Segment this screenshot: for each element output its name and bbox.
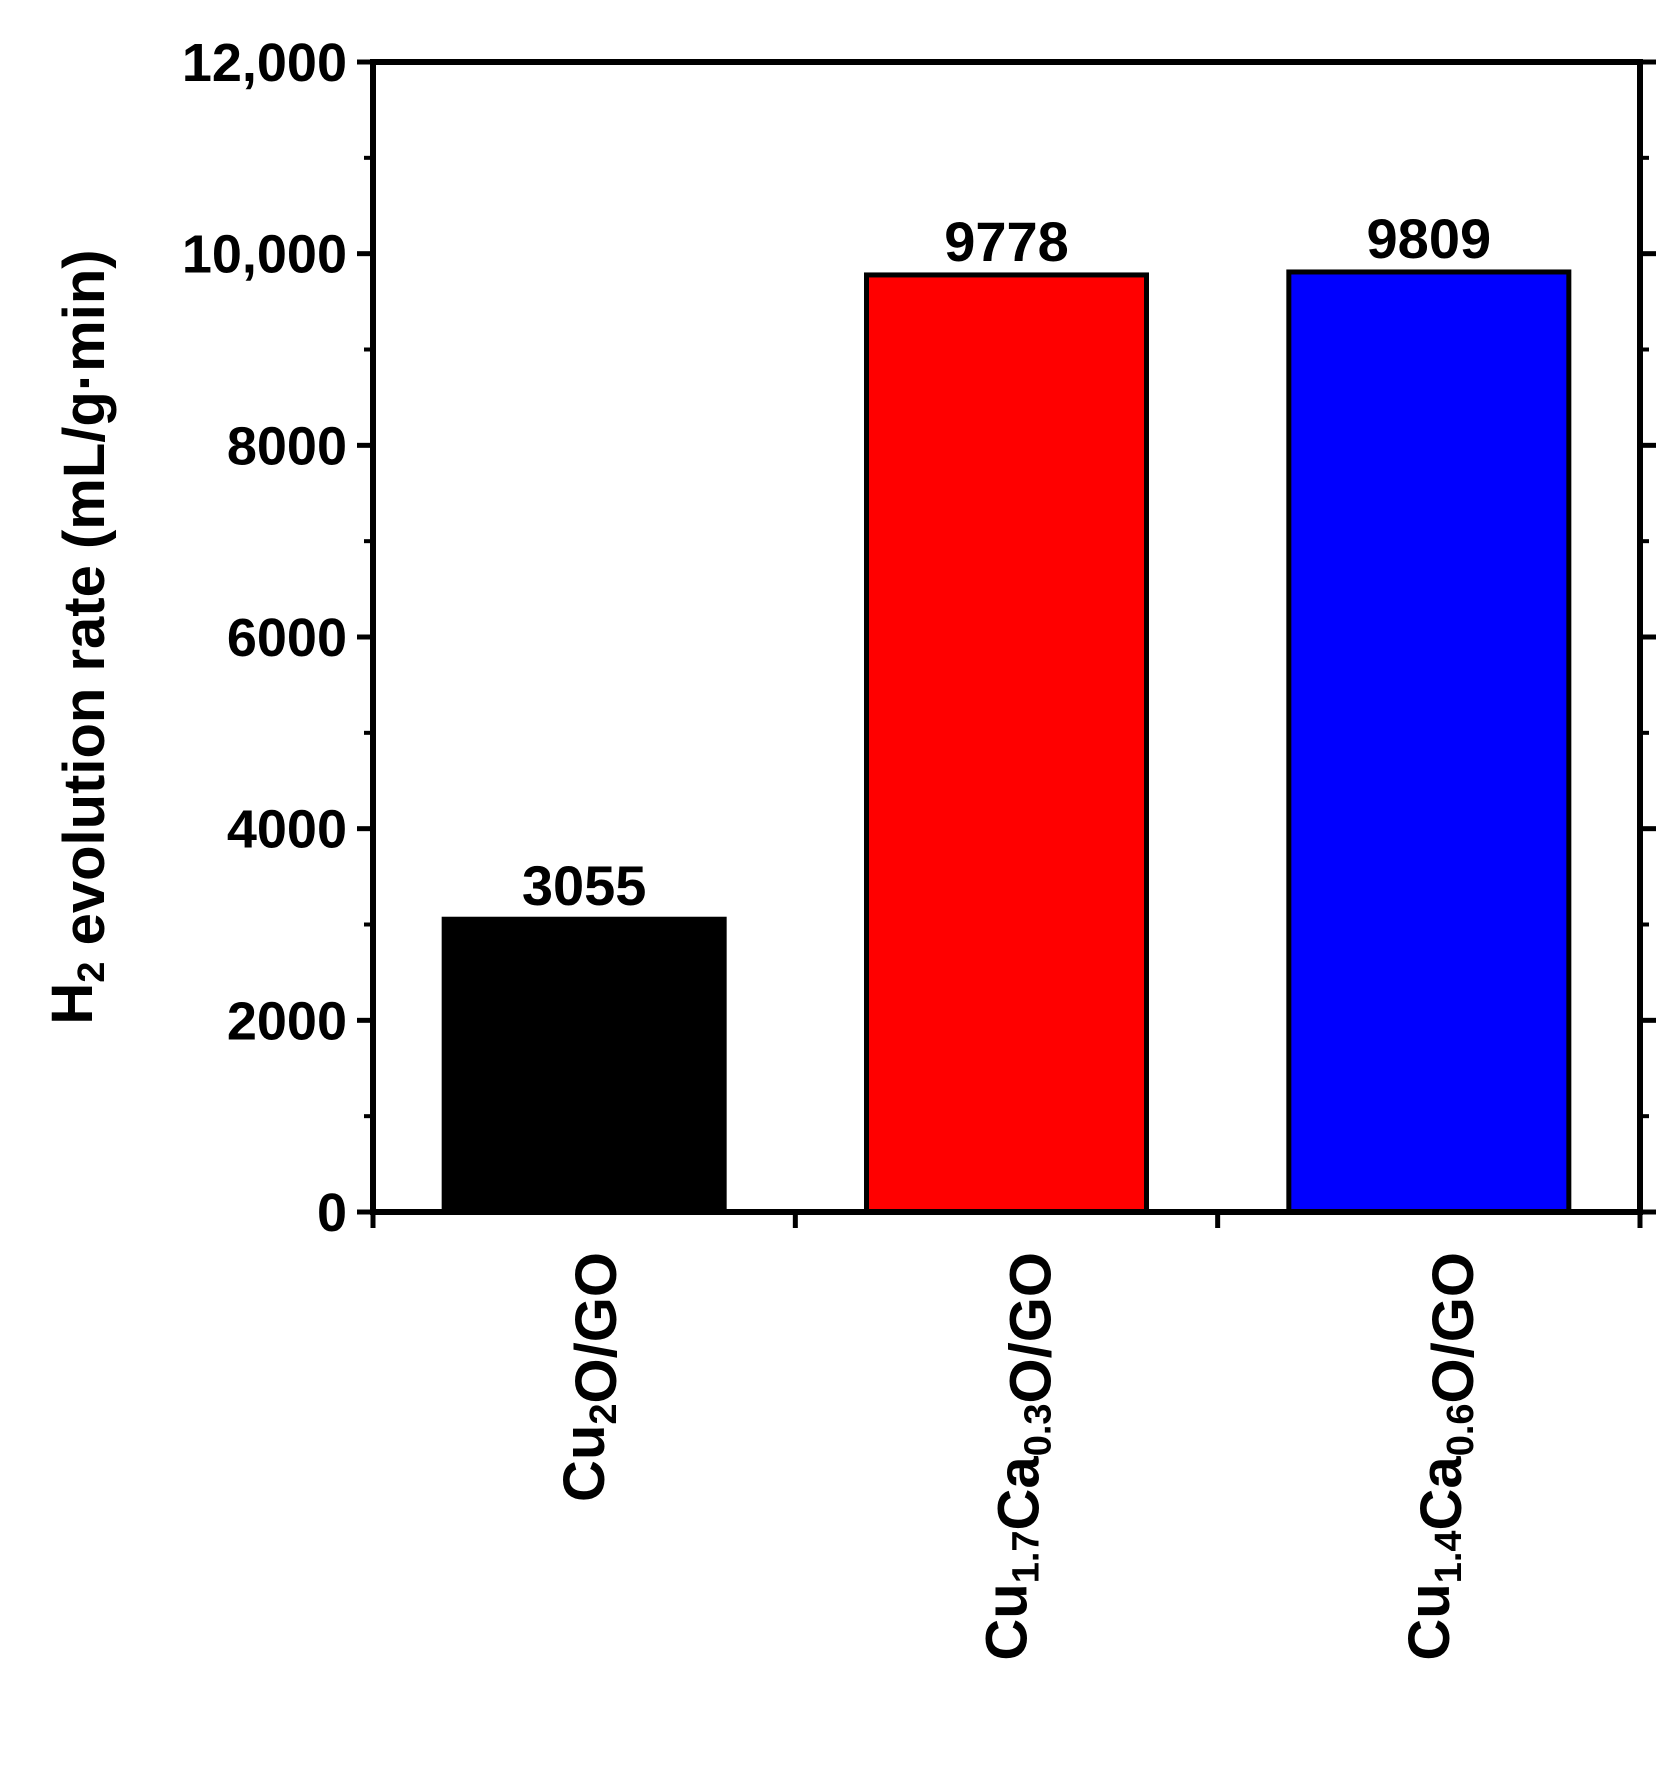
y-tick-label: 4000 — [227, 800, 347, 860]
x-category-label-3: Cu1.4Ca0.6O/GO — [1397, 1252, 1486, 1661]
axes-group — [357, 59, 1656, 1228]
x-category-label-2: Cu1.7Ca0.3O/GO — [975, 1252, 1064, 1661]
y-tick-label: 6000 — [227, 608, 347, 668]
bar-2 — [864, 272, 1149, 1215]
y-tick-label: 0 — [317, 1183, 347, 1243]
y-axis-title: H2 evolution rate (mL/g·min) — [40, 249, 117, 1024]
y-tick-labels-group: 0 2000 4000 6000 8000 10,000 12,000 — [182, 33, 347, 1243]
data-label-3: 9809 — [1367, 207, 1492, 270]
data-label-2: 9778 — [944, 210, 1069, 273]
y-tick-label: 2000 — [227, 991, 347, 1051]
data-label-1: 3055 — [522, 854, 647, 917]
data-labels-group: 3055 9778 9809 — [522, 207, 1491, 917]
y-tick-label: 10,000 — [182, 225, 347, 285]
y-tick-label: 12,000 — [182, 33, 347, 93]
y-tick-label: 8000 — [227, 416, 347, 476]
x-category-label-1: Cu2O/GO — [552, 1252, 629, 1502]
bar-3 — [1286, 269, 1572, 1215]
category-labels-group: Cu2O/GO Cu1.7Ca0.3O/GO Cu1.4Ca0.6O/GO — [552, 1252, 1486, 1661]
bars-group — [441, 269, 1572, 1215]
bar-1 — [441, 916, 727, 1215]
